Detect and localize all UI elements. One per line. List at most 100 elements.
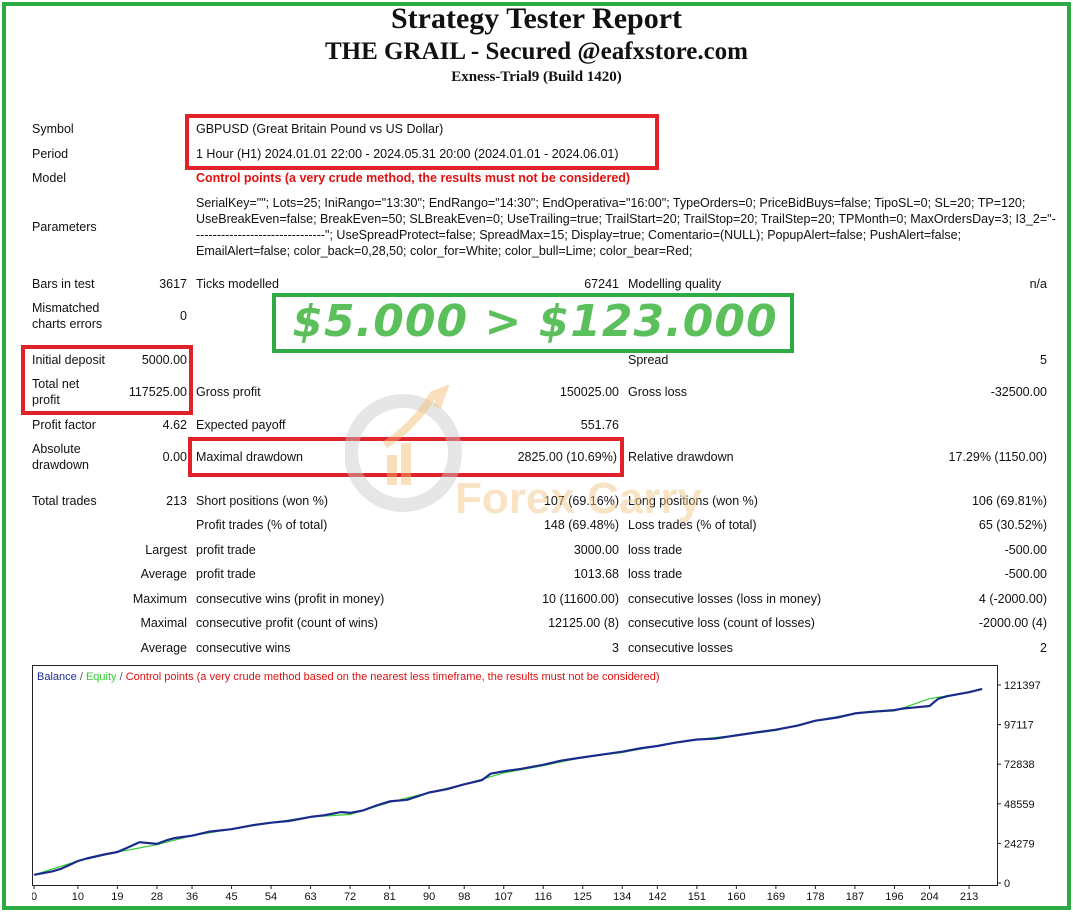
profit-trades-label: Profit trades (% of total) <box>196 518 328 532</box>
profit-factor-label: Profit factor <box>32 418 96 432</box>
model-label: Model <box>32 171 67 185</box>
maximal-cons-loss-label: consecutive loss (count of losses) <box>628 616 815 630</box>
x-tick-label: 36 <box>186 891 198 903</box>
maximal-cons-profit-label: consecutive profit (count of wins) <box>196 616 379 630</box>
rel-dd-value: 17.29% (1150.00) <box>948 450 1047 464</box>
gross-profit-value: 150025.00 <box>559 385 619 399</box>
balance-chart: Balance / Equity / Control points (a ver… <box>31 665 1050 905</box>
average-loss-value: -500.00 <box>1004 567 1047 581</box>
abs-dd-label-1: Absolute <box>32 442 81 456</box>
profit-trades-value: 148 (69.48%) <box>543 518 619 532</box>
parameters-label: Parameters <box>32 220 97 234</box>
average-loss-label: loss trade <box>628 567 683 581</box>
promo-text: $5.000 > $123.000 <box>292 296 778 347</box>
x-tick-label: 169 <box>767 891 785 903</box>
expected-payoff-value: 551.76 <box>580 418 619 432</box>
x-tick-label: 196 <box>885 891 903 903</box>
profit-factor-value: 4.62 <box>162 418 187 432</box>
model-value: Control points (a very crude method, the… <box>196 171 631 185</box>
initial-deposit-value: 5000.00 <box>141 353 187 367</box>
balance-chart-svg: Balance / Equity / Control points (a ver… <box>31 665 1041 903</box>
promo-highlight <box>272 293 794 353</box>
x-tick-label: 72 <box>344 891 356 903</box>
legend-balance: Balance <box>37 671 77 683</box>
short-value: 107 (69.16%) <box>543 494 619 508</box>
max-dd-value: 2825.00 (10.69%) <box>517 450 617 464</box>
symbol-label: Symbol <box>32 122 74 136</box>
max-dd-label: Maximal drawdown <box>196 450 303 464</box>
gross-loss-value: -32500.00 <box>990 385 1047 399</box>
rel-dd-label: Relative drawdown <box>628 450 734 464</box>
gross-profit-label: Gross profit <box>196 385 261 399</box>
x-tick-label: 160 <box>727 891 745 903</box>
max-cons-wins-label: consecutive wins (profit in money) <box>196 592 385 606</box>
y-tick-label: 121397 <box>1004 680 1041 692</box>
report-build: Exness-Trial9 (Build 1420) <box>451 69 622 85</box>
max-cons-wins-value: 10 (11600.00) <box>542 592 619 606</box>
x-tick-label: 151 <box>688 891 706 903</box>
x-tick-label: 187 <box>846 891 864 903</box>
legend-sep-2: / <box>120 671 126 683</box>
x-tick-label: 116 <box>534 891 552 903</box>
spread-label: Spread <box>628 353 669 367</box>
parameters-value: SerialKey=""; Lots=25; IniRango="13:30";… <box>196 196 1056 258</box>
symbol-value: GBPUSD (Great Britain Pound vs US Dollar… <box>196 122 444 136</box>
avg-cons-losses-value: 2 <box>1040 641 1047 655</box>
x-tick-label: 125 <box>574 891 592 903</box>
y-tick-label: 0 <box>1004 878 1010 890</box>
net-profit-value: 117525.00 <box>128 385 187 399</box>
spread-value: 5 <box>1040 353 1047 367</box>
ticks-value: 67241 <box>584 277 619 291</box>
legend-equity: Equity <box>86 671 117 683</box>
ticks-label: Ticks modelled <box>196 277 279 291</box>
legend-sep: / <box>80 671 86 683</box>
largest-loss-label: loss trade <box>628 543 683 557</box>
net-profit-label-1: Total net <box>32 377 80 391</box>
x-tick-label: 107 <box>495 891 513 903</box>
deposit-profit-highlight <box>21 345 193 415</box>
symbol-period-highlight <box>185 114 659 170</box>
x-tick-label: 90 <box>423 891 435 903</box>
loss-trades-label: Loss trades (% of total) <box>628 518 757 532</box>
chart-plot-area <box>32 665 998 886</box>
x-tick-label: 10 <box>72 891 84 903</box>
period-label: Period <box>32 147 69 161</box>
balance-series-line <box>33 687 983 876</box>
long-value: 106 (69.81%) <box>971 494 1047 508</box>
average-label: Average <box>140 567 187 581</box>
avg-cons-losses-label: consecutive losses <box>628 641 733 655</box>
average-profit-value: 1013.68 <box>573 567 619 581</box>
x-tick-label: 178 <box>806 891 824 903</box>
net-profit-label-2: profit <box>32 393 60 407</box>
x-tick-label: 213 <box>960 891 978 903</box>
report-subtitle: THE GRAIL - Secured @eafxstore.com <box>325 38 748 65</box>
drawdown-highlight <box>188 437 624 477</box>
largest-loss-value: -500.00 <box>1004 543 1047 557</box>
x-tick-label: 54 <box>265 891 277 903</box>
y-tick-label: 48559 <box>1004 799 1035 811</box>
total-trades-value: 213 <box>166 494 187 508</box>
avg-label: Average <box>140 641 187 655</box>
avg-cons-wins-label: consecutive wins <box>196 641 291 655</box>
x-tick-label: 98 <box>458 891 470 903</box>
mismatch-value: 0 <box>180 309 187 323</box>
expected-payoff-label: Expected payoff <box>196 418 286 432</box>
short-label: Short positions (won %) <box>196 494 329 508</box>
max-cons-losses-label: consecutive losses (loss in money) <box>628 592 822 606</box>
largest-profit-label: profit trade <box>196 543 256 557</box>
maximal-cons-profit-value: 12125.00 (8) <box>548 616 619 630</box>
quality-value: n/a <box>1029 277 1047 291</box>
largest-label: Largest <box>145 543 187 557</box>
y-tick-label: 24279 <box>1004 838 1035 850</box>
y-tick-label: 72838 <box>1004 759 1035 771</box>
max-cons-losses-value: 4 (-2000.00) <box>978 592 1047 606</box>
x-tick-label: 63 <box>304 891 316 903</box>
bars-value: 3617 <box>159 277 187 291</box>
quality-label: Modelling quality <box>628 277 722 291</box>
gross-loss-label: Gross loss <box>628 385 688 399</box>
chart-legend: Balance / Equity / Control points (a ver… <box>37 671 660 683</box>
x-tick-label: 142 <box>648 891 666 903</box>
average-profit-label: profit trade <box>196 567 256 581</box>
maximal-label: Maximal <box>140 616 187 630</box>
